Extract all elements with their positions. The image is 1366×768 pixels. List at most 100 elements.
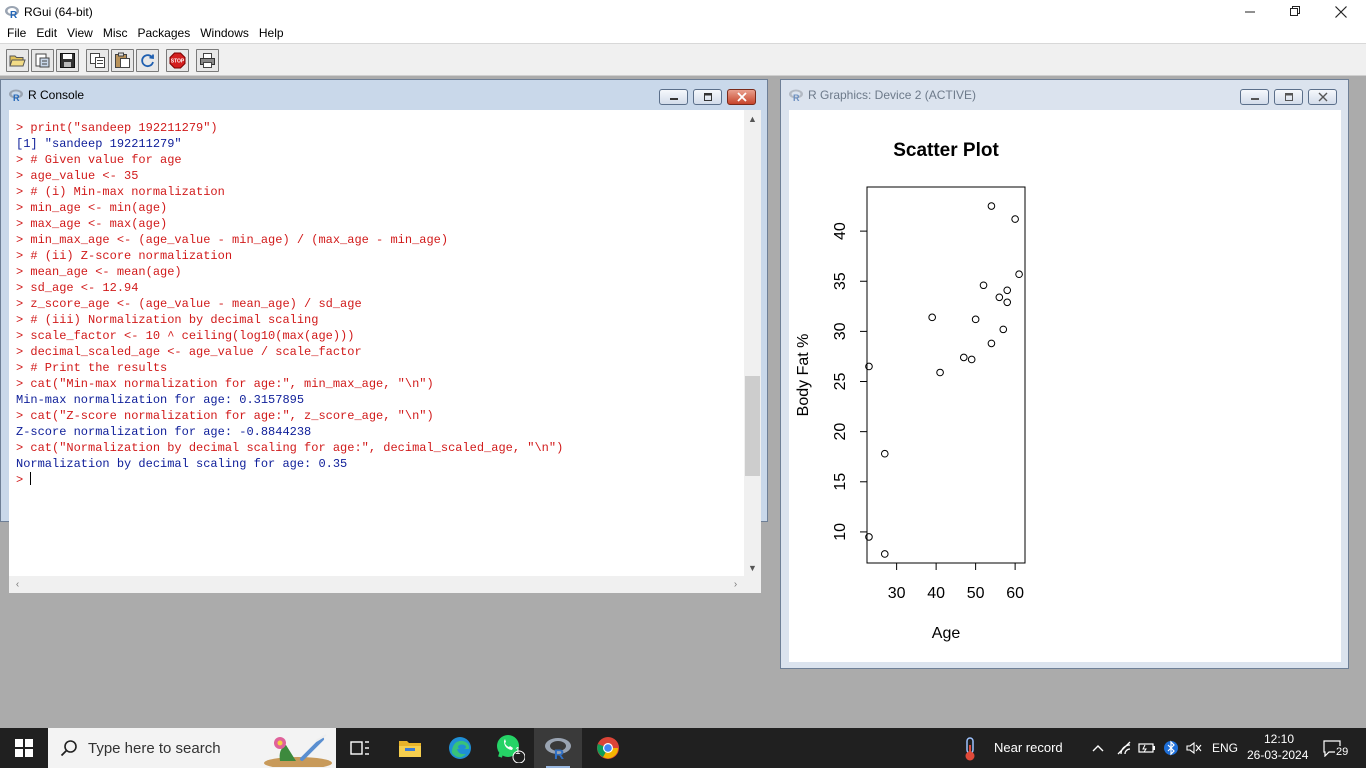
menu-file[interactable]: File xyxy=(7,26,27,40)
load-workspace-button[interactable] xyxy=(31,49,54,72)
resize-grip[interactable] xyxy=(744,576,761,593)
console-input-line: > cat("Min-max normalization for age:", … xyxy=(16,377,434,391)
paste-button[interactable] xyxy=(111,49,134,72)
r-logo-icon: R xyxy=(5,5,19,20)
taskbar-file-explorer[interactable] xyxy=(386,728,434,768)
y-tick-label: 30 xyxy=(832,322,849,340)
svg-text:R: R xyxy=(793,93,800,102)
console-vertical-scrollbar[interactable]: ▲ ▼ xyxy=(744,110,761,576)
maximize-icon xyxy=(1284,93,1293,101)
taskbar-task-view[interactable] xyxy=(336,728,384,768)
y-tick-label: 25 xyxy=(832,373,849,391)
search-icon xyxy=(60,740,77,757)
scroll-thumb[interactable] xyxy=(745,376,760,476)
chevron-up-icon[interactable] xyxy=(1092,743,1104,753)
restore-icon xyxy=(1289,6,1300,16)
data-point xyxy=(979,281,988,290)
copy-paste-button[interactable] xyxy=(136,49,159,72)
console-input-line: > # Given value for age xyxy=(16,153,182,167)
menu-misc[interactable]: Misc xyxy=(102,26,128,40)
scroll-up-arrow-icon[interactable]: ▲ xyxy=(748,113,757,124)
console-prompt-line[interactable]: > xyxy=(16,472,744,488)
data-point xyxy=(1011,215,1019,223)
menu-view[interactable]: View xyxy=(67,26,93,40)
scroll-left-arrow-icon[interactable]: ‹ xyxy=(15,579,20,590)
graphics-maximize-button[interactable] xyxy=(1274,89,1303,105)
data-point xyxy=(1015,270,1023,279)
battery-icon[interactable] xyxy=(1138,741,1156,755)
data-point xyxy=(928,313,936,322)
open-folder-icon xyxy=(9,55,26,67)
console-close-button[interactable] xyxy=(727,89,756,105)
console-output[interactable]: > print("sandeep 192211279") [1] "sandeep… xyxy=(9,110,744,576)
speaker-muted-icon[interactable] xyxy=(1186,741,1202,755)
taskbar-search-box[interactable]: Type here to search xyxy=(48,728,336,768)
menu-edit[interactable]: Edit xyxy=(36,26,58,40)
console-maximize-button[interactable] xyxy=(693,89,722,105)
restore-button[interactable] xyxy=(1272,0,1318,23)
svg-text:R: R xyxy=(10,10,18,20)
taskbar-rgui[interactable]: R xyxy=(534,728,582,768)
console-caption-bar: R R Console xyxy=(1,80,767,110)
y-tick-label: 35 xyxy=(832,272,849,290)
save-workspace-button[interactable] xyxy=(56,49,79,72)
graphics-close-button[interactable] xyxy=(1308,89,1337,105)
taskbar-chrome[interactable] xyxy=(584,728,632,768)
weather-text[interactable]: Near record xyxy=(994,740,1063,755)
load-workspace-icon xyxy=(35,53,50,68)
y-axis-label: Body Fat % xyxy=(795,334,812,417)
maximize-icon xyxy=(703,93,712,101)
taskbar-edge[interactable] xyxy=(436,728,484,768)
minimize-icon xyxy=(1250,98,1259,100)
minimize-button[interactable] xyxy=(1227,0,1273,23)
console-horizontal-scrollbar[interactable]: ‹ › xyxy=(9,576,744,593)
chart-title: Scatter Plot xyxy=(893,140,999,161)
clock-time[interactable]: 12:10 xyxy=(1264,732,1295,746)
clock-date[interactable]: 26-03-2024 xyxy=(1247,748,1309,762)
data-point xyxy=(880,550,889,558)
data-point xyxy=(1003,286,1012,295)
menu-packages[interactable]: Packages xyxy=(137,26,191,40)
wifi-icon[interactable] xyxy=(1116,740,1132,756)
data-point xyxy=(959,353,968,362)
plot-frame xyxy=(866,186,1026,564)
language-indicator[interactable]: ENG xyxy=(1212,741,1239,755)
open-script-button[interactable] xyxy=(6,49,29,72)
console-minimize-button[interactable] xyxy=(659,89,688,105)
text-cursor xyxy=(30,472,32,485)
app-title-bar: R RGui (64-bit) xyxy=(0,0,1366,23)
x-tick-label: 50 xyxy=(967,585,985,602)
console-title: R Console xyxy=(28,88,85,102)
taskbar-whatsapp[interactable]: 1 xyxy=(486,728,534,768)
data-point xyxy=(995,293,1004,302)
x-tick-label: 30 xyxy=(888,585,906,602)
scroll-right-arrow-icon[interactable]: › xyxy=(733,579,738,590)
whatsapp-badge: 1 xyxy=(515,746,521,757)
graphics-minimize-button[interactable] xyxy=(1240,89,1269,105)
close-button[interactable] xyxy=(1318,0,1364,23)
notification-icon[interactable] xyxy=(1323,739,1341,757)
menu-help[interactable]: Help xyxy=(258,26,284,40)
task-view-icon xyxy=(350,741,369,755)
copy-button[interactable] xyxy=(86,49,109,72)
x-tick-label: 60 xyxy=(1006,585,1024,602)
x-tick-label: 40 xyxy=(927,585,945,602)
close-icon xyxy=(1335,5,1347,18)
bluetooth-icon[interactable] xyxy=(1164,739,1178,757)
print-button[interactable] xyxy=(196,49,219,72)
console-input-line: > min_age <- min(age) xyxy=(16,201,168,215)
start-button[interactable] xyxy=(0,728,48,768)
menu-windows[interactable]: Windows xyxy=(200,26,249,40)
console-input-line: > decimal_scaled_age <- age_value / scal… xyxy=(16,345,362,359)
console-output-line: Normalization by decimal scaling for age… xyxy=(16,457,348,471)
console-output-line: Min-max normalization for age: 0.3157895 xyxy=(16,393,305,407)
scroll-down-arrow-icon[interactable]: ▼ xyxy=(748,562,757,573)
stop-button[interactable]: STOP xyxy=(166,49,189,72)
svg-text:R: R xyxy=(554,746,564,760)
y-tick-label: 10 xyxy=(832,523,849,541)
minimize-icon xyxy=(1244,11,1255,13)
taskbar: Type here to search 1 R Near record ENG … xyxy=(0,728,1366,768)
console-input-line: > max_age <- max(age) xyxy=(16,217,168,231)
console-input-line: > # (iii) Normalization by decimal scali… xyxy=(16,313,319,327)
paste-icon xyxy=(115,52,130,68)
